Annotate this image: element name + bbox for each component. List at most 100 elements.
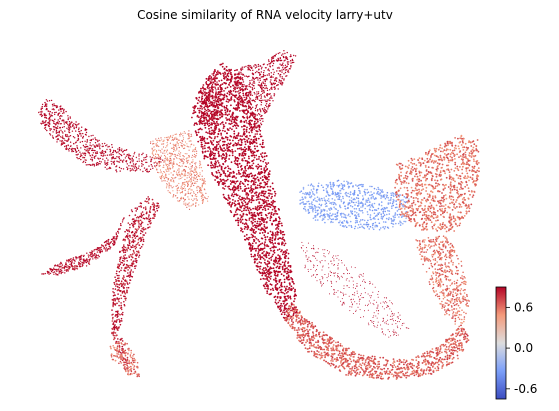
scatter-point <box>138 244 141 246</box>
scatter-point <box>238 107 241 109</box>
scatter-point <box>251 111 253 113</box>
scatter-point <box>127 275 129 277</box>
scatter-point <box>145 168 148 171</box>
scatter-point <box>116 319 118 321</box>
scatter-point <box>133 260 135 262</box>
scatter-point <box>92 144 94 146</box>
scatter-point <box>120 159 122 161</box>
scatter-point <box>206 142 209 145</box>
scatter-point <box>273 95 275 97</box>
scatter-point <box>283 262 286 264</box>
scatter-point <box>201 91 204 94</box>
scatter-point <box>90 255 92 257</box>
scatter-point <box>111 158 113 160</box>
scatter-point <box>288 61 290 63</box>
scatter-point <box>99 148 101 150</box>
scatter-point <box>219 175 222 178</box>
scatter-point <box>263 202 265 205</box>
scatter-point <box>240 100 242 102</box>
scatter-point <box>59 116 61 118</box>
scatter-point <box>226 178 229 181</box>
scatter-point <box>272 243 275 245</box>
scatter-point <box>45 105 47 108</box>
scatter-point <box>263 169 266 172</box>
scatter-point <box>133 357 136 360</box>
scatter-point <box>247 167 250 170</box>
scatter-point <box>224 197 227 200</box>
scatter-point <box>264 231 266 234</box>
scatter-point <box>124 284 126 286</box>
scatter-point <box>56 139 58 141</box>
scatter-point <box>255 237 258 240</box>
scatter-point <box>265 202 268 204</box>
scatter-point <box>259 186 262 189</box>
scatter-point <box>124 238 126 241</box>
scatter-point <box>283 73 285 75</box>
scatter-point <box>254 109 257 112</box>
scatter-point <box>222 170 224 172</box>
scatter-point <box>252 152 255 155</box>
scatter-point <box>259 108 261 110</box>
scatter-point <box>233 100 236 103</box>
scatter-point <box>201 108 204 110</box>
scatter-point <box>135 257 137 260</box>
scatter-point <box>217 84 219 86</box>
scatter-point <box>244 92 247 95</box>
scatter-point <box>260 84 263 86</box>
scatter-point <box>256 220 259 223</box>
scatter-point <box>67 270 70 272</box>
scatter-point <box>264 236 267 239</box>
scatter-point <box>231 150 234 153</box>
scatter-point <box>86 146 88 148</box>
scatter-point <box>279 74 281 76</box>
scatter-point <box>41 273 43 275</box>
scatter-point <box>207 120 210 122</box>
scatter-point <box>81 263 84 265</box>
scatter-point <box>256 265 259 268</box>
scatter-point <box>223 82 226 84</box>
scatter-point <box>124 343 126 346</box>
scatter-point <box>281 238 283 240</box>
scatter-point <box>268 252 271 255</box>
scatter-point <box>185 202 187 204</box>
scatter-point <box>266 106 268 108</box>
scatter-point <box>254 187 257 190</box>
scatter-point <box>254 63 256 66</box>
scatter-point <box>214 109 216 111</box>
scatter-point <box>266 180 269 183</box>
scatter-point <box>259 268 261 270</box>
scatter-point <box>232 125 235 128</box>
scatter-point <box>122 255 125 257</box>
scatter-point <box>234 200 237 203</box>
scatter-point <box>278 81 280 83</box>
scatter-point <box>109 246 112 248</box>
scatter-point <box>273 251 276 254</box>
scatter-point <box>259 255 262 258</box>
scatter-point <box>244 167 247 170</box>
scatter-point <box>284 299 286 302</box>
scatter-point <box>59 136 62 138</box>
scatter-point <box>208 96 211 98</box>
scatter-point <box>112 323 115 326</box>
scatter-point <box>239 76 242 79</box>
scatter-point <box>252 217 254 220</box>
scatter-point <box>135 244 138 246</box>
scatter-point <box>252 219 255 221</box>
scatter-point <box>255 224 258 227</box>
scatter-point <box>269 240 271 243</box>
scatter-point <box>276 249 279 251</box>
scatter-point <box>133 153 135 155</box>
scatter-point <box>234 186 237 189</box>
scatter-point <box>253 123 255 125</box>
scatter-point <box>128 242 131 245</box>
scatter-point <box>240 227 242 230</box>
scatter-point <box>206 123 209 126</box>
scatter-point <box>117 232 120 234</box>
scatter-point <box>89 139 91 141</box>
scatter-point <box>285 75 287 77</box>
scatter-point <box>230 194 233 197</box>
scatter-point <box>113 338 115 341</box>
scatter-point <box>85 159 87 161</box>
scatter-point <box>275 53 277 55</box>
scatter-point <box>75 154 77 156</box>
